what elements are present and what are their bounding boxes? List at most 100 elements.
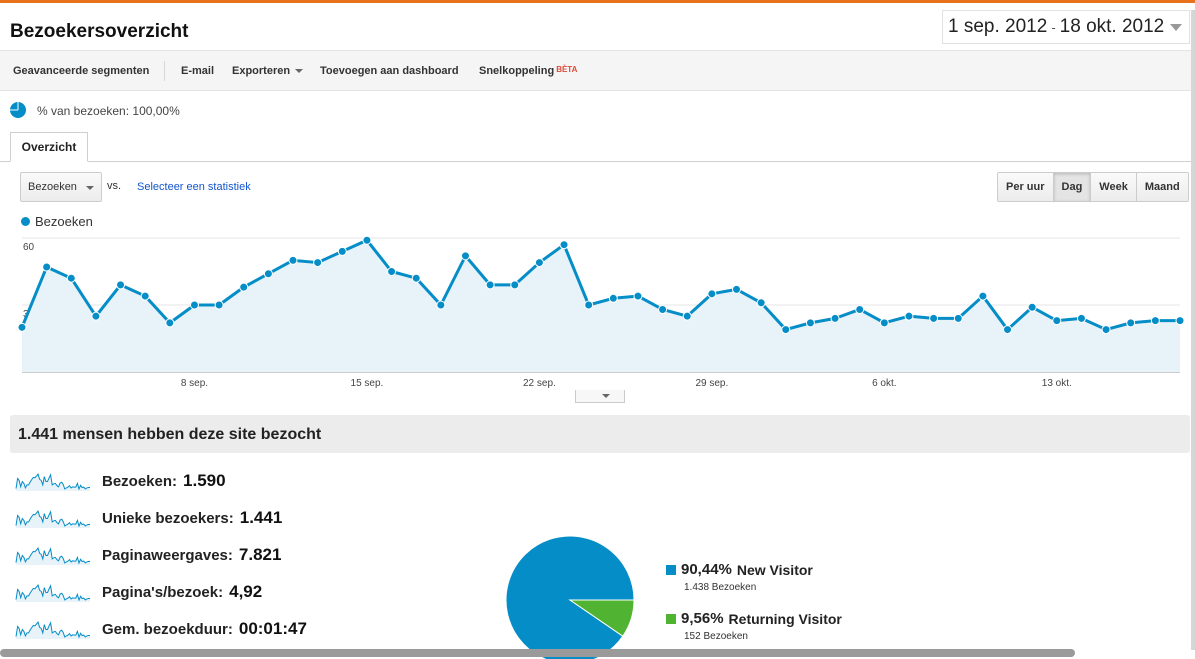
chevron-down-icon: [86, 186, 94, 190]
data-point[interactable]: [66, 273, 76, 283]
data-point[interactable]: [387, 267, 397, 276]
data-point[interactable]: [682, 311, 692, 321]
metric-select[interactable]: Bezoeken: [20, 172, 102, 202]
data-point[interactable]: [1175, 316, 1185, 326]
sparkline-icon[interactable]: [15, 618, 91, 640]
data-point[interactable]: [116, 280, 126, 290]
sparkline-icon[interactable]: [15, 581, 91, 603]
data-point[interactable]: [337, 246, 347, 256]
shortcut-button[interactable]: Snelkoppeling BÈTA: [479, 65, 577, 77]
legend-swatch: [666, 613, 676, 624]
data-point[interactable]: [978, 291, 988, 301]
data-point[interactable]: [165, 318, 175, 328]
data-point[interactable]: [559, 240, 569, 250]
data-point[interactable]: [1101, 325, 1111, 335]
visits-line-chart[interactable]: 60308 sep.15 sep.22 sep.29 sep.6 okt.13 …: [0, 230, 1195, 395]
add-to-dashboard-button[interactable]: Toevoegen aan dashboard: [320, 65, 459, 77]
x-tick-label: 15 sep.: [351, 378, 384, 389]
chart-expand-handle[interactable]: [575, 390, 625, 403]
data-point[interactable]: [288, 255, 298, 265]
data-point[interactable]: [534, 258, 544, 268]
y-tick-label: 60: [23, 242, 35, 253]
summary-stat-row: Bezoeken: 1.590: [15, 470, 226, 492]
data-point[interactable]: [633, 291, 643, 301]
data-point[interactable]: [239, 282, 249, 292]
data-point[interactable]: [1150, 316, 1160, 326]
beta-badge: BÈTA: [556, 65, 578, 74]
data-point[interactable]: [460, 251, 470, 261]
data-point[interactable]: [805, 318, 815, 328]
data-point[interactable]: [830, 313, 840, 323]
data-point[interactable]: [42, 262, 52, 272]
tab-overview[interactable]: Overzicht: [10, 132, 88, 162]
advanced-segments-button[interactable]: Geavanceerde segmenten: [13, 65, 150, 77]
data-point[interactable]: [1027, 302, 1037, 312]
pie-slice-new-visitor[interactable]: [505, 535, 635, 659]
period-hour-button[interactable]: Per uur: [998, 173, 1053, 201]
sparkline-area: [16, 585, 90, 602]
x-tick-label: 22 sep.: [523, 378, 556, 389]
sparkline-line: [15, 546, 90, 565]
data-point[interactable]: [781, 325, 791, 335]
period-month-button[interactable]: Maand: [1135, 173, 1188, 201]
visitor-type-pie-chart[interactable]: [505, 534, 637, 659]
data-point[interactable]: [436, 300, 446, 310]
pie-legend-pct: 9,56%: [681, 610, 724, 627]
data-point[interactable]: [855, 304, 865, 314]
sparkline-icon[interactable]: [15, 507, 91, 529]
data-point[interactable]: [584, 300, 594, 310]
data-point[interactable]: [953, 313, 963, 323]
date-range-picker[interactable]: 1 sep. 2012 - 18 okt. 2012: [942, 10, 1190, 44]
shortcut-label: Snelkoppeling: [479, 65, 555, 77]
data-point[interactable]: [17, 322, 27, 332]
data-point[interactable]: [411, 273, 421, 283]
data-point[interactable]: [608, 293, 618, 303]
toolbar-divider: [164, 61, 165, 81]
data-point[interactable]: [756, 298, 766, 308]
data-point[interactable]: [1052, 316, 1062, 326]
x-tick-label: 29 sep.: [695, 378, 728, 389]
pie-slice-returning-visitor[interactable]: [568, 599, 635, 637]
stat-label: Unieke bezoekers:: [102, 509, 234, 527]
stat-label: Gem. bezoekduur:: [102, 620, 233, 638]
segment-percentage: % van bezoeken: 100,00%: [37, 104, 180, 118]
data-point[interactable]: [189, 300, 199, 310]
export-button[interactable]: Exporteren: [232, 65, 304, 77]
horizontal-scrollbar[interactable]: [0, 649, 1075, 657]
data-point[interactable]: [904, 311, 914, 321]
x-tick-label: 8 sep.: [181, 378, 208, 389]
sparkline-icon[interactable]: [15, 470, 91, 492]
data-point[interactable]: [1126, 318, 1136, 328]
data-point[interactable]: [929, 313, 939, 323]
sparkline-area: [16, 511, 90, 528]
data-point[interactable]: [91, 311, 101, 321]
chevron-down-icon: [602, 394, 610, 398]
sparkline-icon[interactable]: [15, 544, 91, 566]
data-point[interactable]: [1076, 313, 1086, 323]
x-tick-label: 13 okt.: [1042, 378, 1072, 389]
metric-select-value: Bezoeken: [28, 181, 77, 193]
period-week-button[interactable]: Week: [1090, 173, 1136, 201]
data-point[interactable]: [732, 284, 742, 294]
vertical-scrollbar[interactable]: [1191, 10, 1195, 650]
data-point[interactable]: [707, 289, 717, 299]
data-point[interactable]: [485, 280, 495, 290]
data-point[interactable]: [658, 304, 668, 314]
segment-pie-icon[interactable]: [9, 101, 27, 119]
pie-legend-item: 9,56% Returning Visitor 152 Bezoeken: [666, 610, 842, 642]
pie-legend-count: 152 Bezoeken: [684, 631, 748, 642]
data-point[interactable]: [362, 235, 372, 245]
data-point[interactable]: [510, 280, 520, 290]
data-point[interactable]: [313, 258, 323, 268]
data-point[interactable]: [1003, 325, 1013, 335]
stat-label: Paginaweergaves:: [102, 546, 233, 564]
legend-swatch: [666, 564, 676, 575]
data-point[interactable]: [140, 291, 150, 301]
email-button[interactable]: E-mail: [181, 65, 215, 77]
data-point[interactable]: [214, 300, 224, 310]
period-day-button[interactable]: Dag: [1052, 173, 1091, 201]
data-point[interactable]: [263, 269, 273, 279]
data-point[interactable]: [879, 318, 889, 328]
stat-value: 1.441: [239, 508, 283, 527]
select-stat-link[interactable]: Selecteer een statistiek: [137, 181, 251, 193]
